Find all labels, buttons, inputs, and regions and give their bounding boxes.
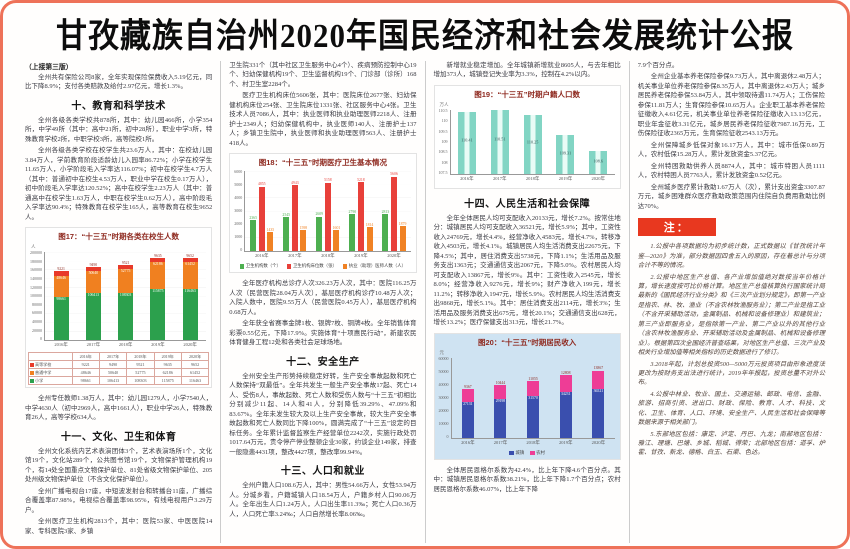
note-item-2: 2.公报中地区生产总值、各产业增加值绝对数按当年价格计算，增长速度按可比价格计算…: [637, 273, 825, 357]
page-title: 甘孜藏族自治州2020年国民经济和社会发展统计公报: [56, 16, 794, 55]
column-4: 7.9个百分点。 全州企业基本养老保险参保9.73万人，其中离退休2.48万人；…: [628, 61, 833, 543]
note-item-4: 4.公报中林业、牧业、国土、交通运输、邮政、电信、金融、旅游、招商引资、进出口、…: [637, 390, 825, 427]
paragraph-schools: 全州各级各类学校共878所，其中：幼儿园466所，小学354所，中学49所（其中…: [25, 116, 213, 143]
paragraph-income: 全年全体居民人均可支配收入20133元，增长7.2%。按常住地分：城镇居民人均可…: [433, 214, 621, 327]
section-heading-12-work-safety: 十二、安全生产: [286, 356, 360, 368]
columns-container: （上接第三版） 全州共有保险公司8家，全年实现保险保费收入5.19亿元，同比下降…: [3, 57, 847, 546]
section-heading-10-education: 十、教育和科学技术: [71, 100, 166, 112]
paragraph-destitute-support: 全州特困救助供养人员8874人，其中：城市特困人员1111人，农村特困人员776…: [637, 162, 825, 180]
column-1: （上接第三版） 全州共有保险公司8家，全年实现保险保费收入5.19亿元，同比下降…: [17, 61, 220, 543]
paragraph-health-centers: 卫生院331个（其中社区卫生服务中心4个）、疾病预防控制中心19个、妇幼保健机构…: [229, 62, 417, 88]
note-item-3: 3.2018年起，计划总投资500—5000万元投资项目由形象进度法更改为按财务…: [637, 360, 825, 387]
notes-header-badge: 注：: [637, 218, 716, 237]
paragraph-medical-aid: 全州城乡医疗累计救助1.67万人（次），累计支出资金3307.87万元，城乡困难…: [637, 183, 825, 210]
paragraph-students: 全州各级各类学校在校学生共23.6万人，其中：在校幼儿园3.84万人，学前教育阶…: [25, 147, 213, 221]
paragraph-new-employment: 新增就业稳定增加。全年城镇新增就业8605人，与去年相比增加373人，城镇登记失…: [433, 62, 621, 79]
paragraph-medical-visits: 全年医疗机构总诊疗人次326.23万人次，其中：医院116.25万人次（民营医院…: [229, 280, 417, 316]
paragraph-subsistence-allowance: 全州保障城乡低保对象16.17万人，其中：城市低保0.89万人，农村低保15.2…: [637, 141, 825, 159]
column-2: 卫生院331个（其中社区卫生服务中心4个）、疾病预防控制中心19个、妇幼保健机构…: [220, 61, 424, 543]
paragraph-engel-coefficient: 全体居民恩格尔系数为42.4%，比上年下降4.6个百分点。其中：城镇居民恩格尔系…: [433, 466, 621, 493]
paragraph-broadcast: 全州广播电视台17座，中短波发射台和转播台11座，广播综合覆盖率87.98%，电…: [25, 487, 213, 514]
continued-from-note: （上接第三版）: [25, 64, 73, 71]
figure-19-population-chart: 图19：“十三五”时期户籍人口数 万人 110.5 110 109.5 109 108.5 1…: [433, 84, 621, 189]
section-heading-13-population-employment: 十三、人口和就业: [280, 466, 365, 478]
paragraph-insurance: 全州共有保险公司8家，全年实现保险保费收入5.19亿元，同比下降8.9%；支付各…: [25, 74, 213, 91]
paragraph-sports: 全年获全省赛事金牌1枚、银牌7枚、铜牌4枚。全年销售体育彩票0.55亿元，下降1…: [229, 320, 417, 347]
note-item-1: 1.公报中各项数据均为初步统计数，正式数据以《甘孜统计年鉴—2020》为准，部分…: [637, 243, 825, 270]
paragraph-continuation: 7.9个百分点。: [637, 62, 679, 69]
column-3: 新增就业稳定增加。全年城镇新增就业8605人，与去年相比增加373人，城镇登记失…: [424, 61, 629, 543]
paragraph-pension-insurance: 全州企业基本养老保险参保9.73万人，其中离退休2.48万人；机关事业单位养老保…: [637, 73, 825, 138]
figure-18-medical-chart: 图18：“十三五”时期医疗卫生基本情况 6000 5000 4000 3000 2000 1…: [229, 153, 417, 274]
section-heading-14-livelihood-social-security: 十四、人民生活和社会保障: [464, 198, 591, 210]
paragraph-teachers: 全州专任教师1.38万人，其中：幼儿园1279人，小学7540人，中学4630人…: [25, 395, 213, 422]
note-item-5: 5.东部地区包括：康定、泸定、丹巴、九龙；南部地区包括：雅江、理塘、巴塘、乡城、…: [637, 430, 825, 457]
paragraph-population: 全州户籍人口108.6万人，其中：男性54.66万人，女性53.94万人。分城乡…: [229, 482, 417, 518]
paragraph-culture: 全州文化系统内艺术表演团体3个，艺术表演场所1个，文化馆19个，文化站289个，…: [25, 447, 213, 484]
section-heading-11-culture-health-sports: 十一、文化、卫生和体育: [60, 431, 177, 443]
paragraph-medical-institutions-start: 全州医疗卫生机构2813个，其中：医院53家、中医医院14家、专科医院3家、乡镇: [25, 518, 213, 535]
notes-list: 1.公报中各项数据均为初步统计数，正式数据以《甘孜统计年鉴—2020》为准，部分…: [638, 242, 825, 458]
paragraph-work-safety: 全州安全生产形势持续稳定好转，生产安全事故起数和死亡人数保持“双最低”。全年共发…: [229, 372, 417, 456]
figure-17-students-chart: 图17：“十三五”时期各类在校生人数人 200000 180000 160000 140…: [25, 227, 213, 389]
masthead: 甘孜藏族自治州2020年国民经济和社会发展统计公报: [3, 3, 847, 57]
paragraph-hospital-beds: 医疗卫生机构床位5606张，其中：医院床位2677张、妇幼保健机构床位254张、…: [229, 92, 417, 147]
figure-20-income-chart: 图20：“十三五”时期居民收入元 60000 50000 40000 30000 2000…: [433, 332, 621, 460]
